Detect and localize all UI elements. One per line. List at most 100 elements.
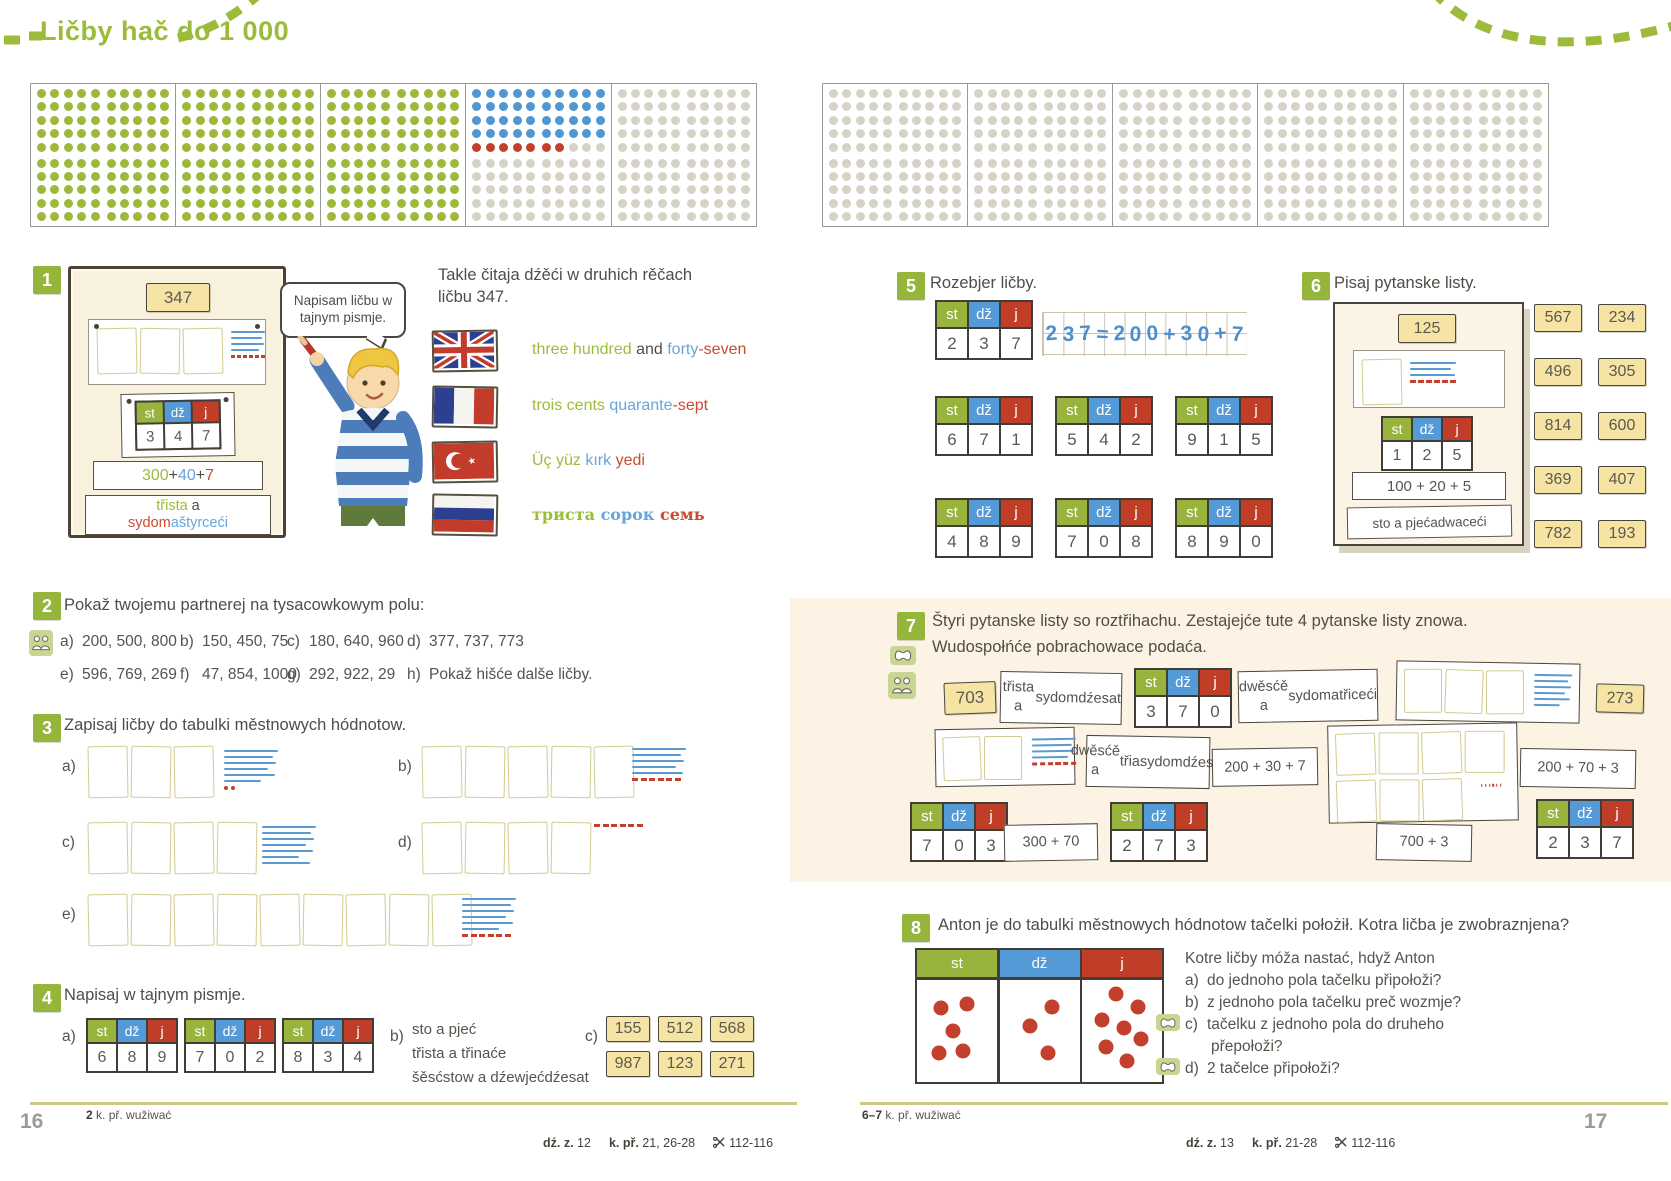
write-boxes — [1403, 668, 1525, 715]
pv-header-cell: dž — [1209, 500, 1239, 525]
exercise-8-badge: 8 — [902, 914, 930, 942]
list-item: b) 150, 450, 75 — [180, 633, 289, 650]
place-value-table: st dž j 6 8 9 — [86, 1018, 178, 1073]
write-box — [139, 327, 181, 375]
pv-value-cell: 4 — [1089, 425, 1119, 454]
counter-dot — [1098, 1039, 1114, 1055]
pv-header-cell: j — [1121, 500, 1151, 525]
pv-value-cell: 3 — [314, 1044, 342, 1071]
write-box — [130, 821, 172, 875]
item-label: a) — [62, 1028, 76, 1045]
pv-value-cell: 8 — [1177, 527, 1207, 556]
counter-dot — [1044, 999, 1060, 1015]
write-boxes — [1334, 730, 1510, 776]
pv-value-cell: 1 — [1383, 442, 1411, 469]
write-box — [1378, 732, 1419, 775]
pv-header-cell: st — [1057, 398, 1087, 423]
sum-snippet: 200 + 30 + 7 — [1211, 747, 1319, 787]
empty-card-grid — [1327, 722, 1519, 824]
pv-value-cell: 4 — [344, 1044, 372, 1071]
question-item: d) 2 tačelce připołoži? — [1185, 1060, 1340, 1077]
place-value-table: st dž j 2 3 7 — [935, 300, 1033, 360]
pv-header-cell: j — [1001, 302, 1031, 327]
question-item-cont: přepołoži? — [1211, 1038, 1283, 1055]
place-value-table: st dž j 3 4 7 — [134, 399, 222, 451]
pv-value-cell: 8 — [969, 527, 999, 556]
expanded-sum-strip: 100 + 20 + 5 — [1352, 472, 1506, 500]
counter-dot — [1119, 1053, 1135, 1069]
pv-header-cell: dž — [1144, 804, 1174, 829]
place-value-table: st dž j 7 0 3 — [910, 802, 1008, 862]
pv-value-cell: 2 — [246, 1044, 274, 1071]
write-box — [421, 745, 463, 799]
pv-value-cell: 9 — [1177, 425, 1207, 454]
write-boxes — [87, 893, 473, 947]
exercise-7-badge: 7 — [897, 612, 925, 640]
pv-value-cell: 2 — [1413, 442, 1441, 469]
write-boxes — [1361, 358, 1403, 406]
exercise-6-title: Pisaj pytanske listy. — [1334, 274, 1477, 292]
sum-snippet: 200 + 70 + 3 — [1519, 747, 1637, 790]
poster-illustration: 347 st dž j 3 4 7 300 + 40 + 7 třista a sydom… — [68, 266, 286, 538]
pv-value-cell: 7 — [969, 425, 999, 454]
dot-field-left — [30, 83, 757, 228]
pv-header-cell: dž — [1413, 418, 1441, 440]
exercise-1-intro-line2: ličbu 347. — [438, 288, 509, 306]
pv-value-cell: 0 — [1241, 527, 1271, 556]
counter-dot — [1133, 1031, 1149, 1047]
place-value-table: st dž j 1 2 5 — [1381, 416, 1473, 471]
number-tag: 407 — [1598, 466, 1646, 494]
write-boxes — [87, 745, 215, 799]
word-snippet: dwěsćě a sydomatřiceći — [1237, 668, 1379, 724]
number-words-turkish: Üç yüz kırk yedi — [532, 452, 645, 469]
scissors-icon — [713, 1136, 725, 1148]
exercise-6-badge: 6 — [1302, 272, 1330, 300]
pv-value-cell: 2 — [937, 329, 967, 358]
dot-block — [31, 84, 177, 227]
page-number-right: 17 — [1584, 1110, 1608, 1133]
pv-value-cell: 7 — [186, 1044, 214, 1071]
footer-refs-right: dź. z. 13 k. př. 21-28 112-116 — [1186, 1136, 1396, 1150]
footer-note-right: 6–7 k. př. wužiwać — [862, 1108, 961, 1122]
number-tag: 123 — [658, 1051, 702, 1077]
list-item: g) 292, 922, 29 — [287, 666, 396, 683]
pv-value-cell: 1 — [1209, 425, 1239, 454]
red-marks — [1481, 782, 1502, 787]
number-tag: 782 — [1534, 520, 1582, 548]
dot-block — [321, 84, 467, 227]
pv-value-cell: 5 — [1241, 425, 1271, 454]
exercise-1-intro-line1: Takle čitaja dźěći w druhich rěčach — [438, 266, 693, 284]
dot-block — [1404, 84, 1548, 226]
write-box — [302, 893, 344, 947]
number-tag: 193 — [1598, 520, 1646, 548]
write-boxes — [96, 327, 224, 375]
place-value-table: st dž j 7 0 2 — [184, 1018, 276, 1073]
write-box — [216, 821, 258, 875]
exercise-5-badge: 5 — [897, 272, 925, 300]
write-boxes — [87, 821, 258, 875]
write-box — [1379, 779, 1420, 822]
empty-number-panel — [1353, 350, 1505, 408]
pv-value-cell: 7 — [912, 831, 942, 860]
pv-value-cell: 3 — [1176, 831, 1206, 860]
pv-value-cell: 7 — [1168, 697, 1198, 726]
exercise-8-title: Anton je do tabulki městnowych hódnotow … — [938, 916, 1570, 934]
number-tag: 271 — [710, 1051, 754, 1077]
pv-header-cell: st — [88, 1020, 116, 1042]
pv-value-cell: 9 — [1209, 527, 1239, 556]
pv-header-cell: st — [284, 1020, 312, 1042]
item-label: c) — [585, 1028, 598, 1045]
handwritten-equation: 2 3 7 = 2 0 0 +3 0 +7 — [1042, 312, 1247, 356]
write-box — [388, 893, 430, 947]
dot-block — [612, 84, 756, 226]
place-value-table: st dž j 7 0 8 — [1055, 498, 1153, 558]
pv-header-cell: st — [1383, 418, 1411, 440]
pv-value-cell: 9 — [148, 1044, 176, 1071]
number-words: třista a třinaće — [412, 1045, 507, 1062]
number-words: sto a pjeć — [412, 1021, 477, 1038]
dt-column: st — [917, 950, 997, 1082]
sum-snippet: 300 + 70 — [1003, 823, 1099, 862]
write-box — [550, 745, 592, 799]
pv-value-cell: 2 — [1121, 425, 1151, 454]
